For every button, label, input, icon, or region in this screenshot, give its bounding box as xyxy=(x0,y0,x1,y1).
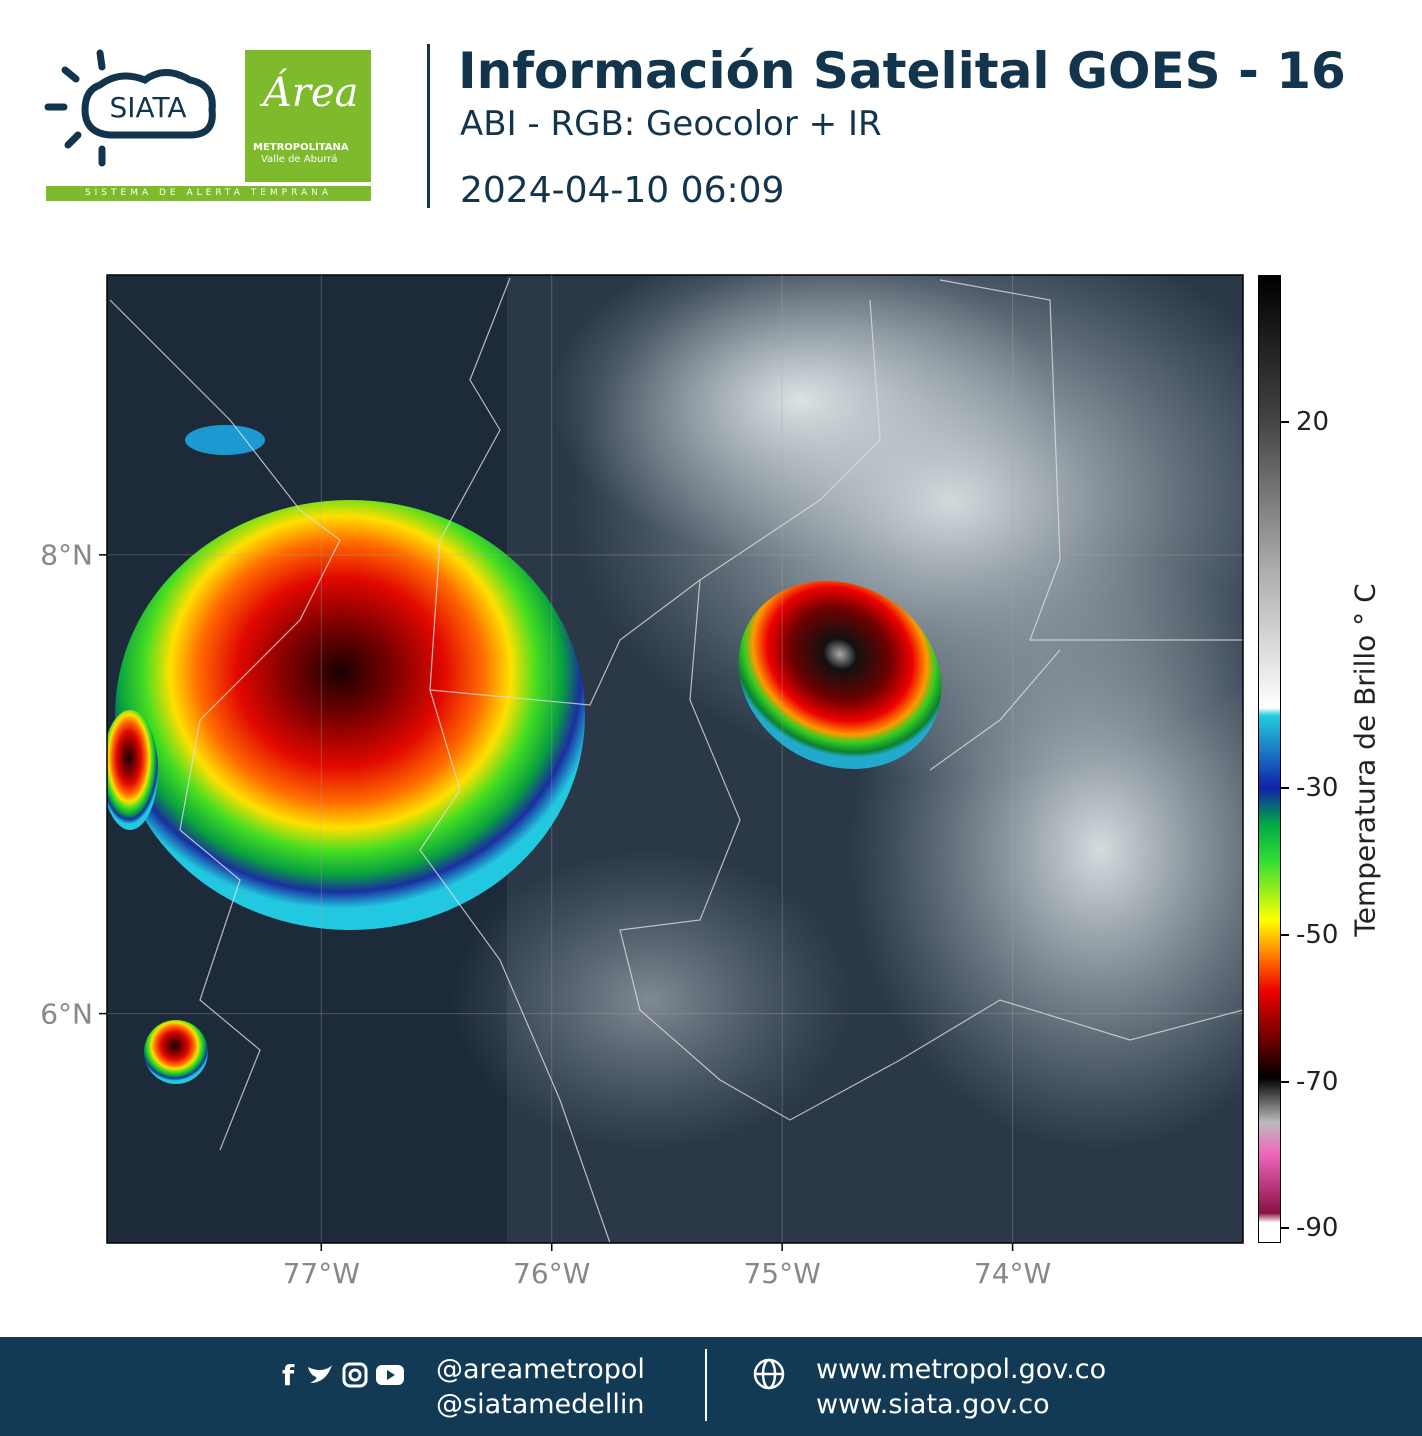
siata-tagline: SISTEMA DE ALERTA TEMPRANA xyxy=(46,186,371,201)
map-frame xyxy=(106,274,1244,1244)
footer: f @areametropol @siatamedellin www.metro… xyxy=(0,1337,1422,1436)
colorbar-tick-label: -90 xyxy=(1296,1213,1339,1244)
siata-logo: SIATA xyxy=(44,49,216,167)
area-sub2: Valle de Aburrá xyxy=(261,154,338,165)
area-text: Área xyxy=(263,70,359,116)
y-tick-label: 8°N xyxy=(40,538,93,572)
area-logo: Área METROPOLITANA Valle de Aburrá xyxy=(245,50,371,182)
subtitle: ABI - RGB: Geocolor + IR xyxy=(460,104,882,144)
map-svg xyxy=(99,274,1244,1251)
y-tick-label: 6°N xyxy=(40,997,93,1031)
colorbar-tick-label: -70 xyxy=(1296,1066,1339,1097)
colorbar-tick-label: -30 xyxy=(1296,773,1339,804)
social-icons: f xyxy=(282,1359,404,1389)
colorbar-tick xyxy=(1281,420,1289,423)
colorbar-tick xyxy=(1281,1080,1289,1083)
x-tick-label: 74°W xyxy=(973,1257,1052,1290)
colorbar-tick-label: -50 xyxy=(1296,920,1339,950)
colorbar-tick-label: 20 xyxy=(1296,406,1330,437)
colorbar xyxy=(1258,275,1281,1243)
handle-1: @areametropol xyxy=(436,1354,645,1385)
x-tick-label: 75°W xyxy=(743,1257,821,1290)
x-tick-label: 76°W xyxy=(513,1257,591,1290)
siata-text: SIATA xyxy=(109,91,186,124)
handle-2: @siatamedellin xyxy=(436,1389,645,1420)
x-tick-label: 77°W xyxy=(282,1257,360,1290)
footer-divider xyxy=(705,1349,707,1421)
website-1: www.metropol.gov.co xyxy=(816,1354,1107,1385)
globe-icon xyxy=(753,1358,785,1390)
svg-text:f: f xyxy=(282,1359,295,1389)
colorbar-label: Temperatura de Brillo ° C xyxy=(1348,583,1382,937)
colorbar-tick xyxy=(1281,787,1289,790)
map-imagery xyxy=(107,275,1243,1243)
website-2: www.siata.gov.co xyxy=(816,1389,1050,1420)
datetime: 2024-04-10 06:09 xyxy=(460,170,785,211)
colorbar-tick xyxy=(1281,934,1289,936)
divider xyxy=(427,44,430,208)
area-sub1: METROPOLITANA xyxy=(253,142,349,153)
colorbar-tick xyxy=(1281,1227,1289,1230)
title: Información Satelital GOES - 16 xyxy=(458,42,1346,100)
